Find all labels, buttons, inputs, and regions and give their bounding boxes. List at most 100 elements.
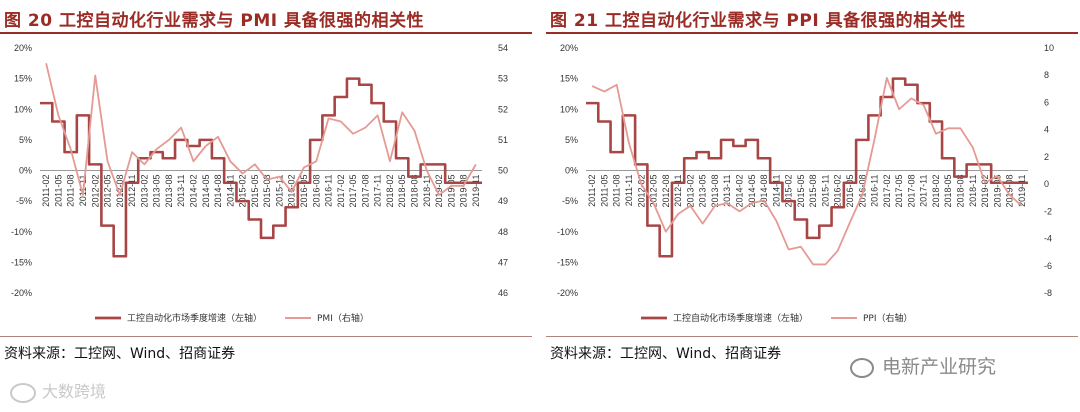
x-tick-label: 2018-05 — [943, 175, 953, 208]
y-left-tick-label: -15% — [11, 257, 32, 267]
y-left-tick-label: 10% — [14, 104, 32, 114]
y-left-tick-label: -20% — [557, 288, 578, 298]
y-left-tick-label: 20% — [14, 43, 32, 53]
x-tick-label: 2015-11 — [274, 175, 284, 207]
x-tick-label: 2012-02 — [90, 175, 100, 208]
x-tick-label: 2015-02 — [238, 174, 248, 207]
watermark-right: 电新产业研究 — [850, 352, 996, 379]
x-tick-label: 2016-02 — [833, 175, 843, 208]
y-right-tick-label: 4 — [1044, 125, 1049, 135]
source-rule — [546, 336, 1078, 337]
series-line-left — [40, 77, 482, 258]
x-tick-label: 2018-11 — [422, 175, 432, 207]
x-tick-label: 2014-08 — [213, 175, 223, 208]
legend-label: PPI（右轴） — [863, 312, 913, 324]
x-tick-label: 2013-02 — [139, 175, 149, 208]
legend-label: PMI（右轴） — [317, 312, 369, 324]
y-right-tick-label: -8 — [1044, 288, 1052, 298]
x-tick-label: 2015-08 — [808, 175, 818, 208]
y-left-tick-label: -5% — [16, 196, 32, 206]
x-tick-label: 2018-02 — [931, 175, 941, 208]
y-left-tick-label: 15% — [14, 74, 32, 84]
x-tick-label: 2011-05 — [599, 175, 609, 207]
series-line-left — [586, 77, 1028, 258]
y-left-tick-label: -15% — [557, 257, 578, 267]
x-tick-label: 2013-11 — [722, 175, 732, 207]
y-left-tick-label: 5% — [19, 135, 32, 145]
x-tick-label: 2011-05 — [53, 175, 63, 207]
x-tick-label: 2015-05 — [250, 175, 260, 208]
source-note: 资料来源：工控网、Wind、招商证券 — [4, 346, 236, 362]
x-tick-label: 2019-08 — [1005, 175, 1015, 208]
x-tick-label: 2018-11 — [968, 175, 978, 207]
x-tick-label: 2016-11 — [324, 175, 334, 207]
chart-title: 图 21 工控自动化行业需求与 PPI 具备很强的相关性 — [550, 11, 966, 31]
y-right-tick-label: 52 — [498, 104, 508, 114]
y-right-tick-label: -6 — [1044, 261, 1052, 271]
watermark-left-text: 大数跨境 — [42, 382, 107, 401]
y-left-tick-label: -10% — [11, 227, 32, 237]
x-tick-label: 2016-05 — [845, 175, 855, 208]
x-tick-label: 2013-02 — [685, 175, 695, 208]
x-tick-label: 2014-08 — [759, 175, 769, 208]
x-tick-label: 2018-05 — [397, 175, 407, 208]
x-tick-label: 2019-05 — [446, 175, 456, 208]
x-tick-label: 2017-05 — [894, 175, 904, 208]
x-tick-label: 2015-02 — [784, 174, 794, 207]
x-tick-label: 2019-05 — [992, 175, 1002, 208]
x-tick-label: 2014-02 — [188, 175, 198, 208]
x-tick-label: 2017-05 — [348, 175, 358, 208]
y-right-tick-label: 47 — [498, 257, 508, 267]
x-tick-label: 2014-05 — [201, 175, 211, 208]
y-right-tick-label: 49 — [498, 196, 508, 206]
source-rule — [0, 336, 532, 337]
x-tick-label: 2018-02 — [385, 175, 395, 208]
legend-label: 工控自动化市场季度增速（左轴） — [127, 312, 262, 324]
x-tick-label: 2017-02 — [882, 175, 892, 208]
x-tick-label: 2013-11 — [176, 175, 186, 207]
x-tick-label: 2013-08 — [164, 175, 174, 208]
x-tick-label: 2012-02 — [636, 175, 646, 208]
x-tick-label: 2011-11 — [624, 175, 634, 207]
x-tick-label: 2012-08 — [661, 175, 671, 208]
watermark-right-text: 电新产业研究 — [882, 356, 997, 378]
x-tick-label: 2016-05 — [299, 175, 309, 208]
y-right-tick-label: 54 — [498, 43, 508, 53]
y-right-tick-label: -4 — [1044, 234, 1052, 244]
y-left-tick-label: 5% — [565, 135, 578, 145]
y-right-tick-label: 8 — [1044, 70, 1049, 80]
x-tick-label: 2014-05 — [747, 175, 757, 208]
y-left-tick-label: 10% — [560, 104, 578, 114]
x-tick-label: 2017-08 — [906, 175, 916, 208]
x-tick-label: 2012-08 — [115, 175, 125, 208]
x-tick-label: 2017-08 — [360, 175, 370, 208]
x-tick-label: 2012-05 — [649, 175, 659, 208]
series-line-right — [591, 77, 1023, 266]
x-tick-label: 2012-05 — [103, 175, 113, 208]
wechat-icon — [850, 357, 874, 378]
series-line-right — [45, 63, 477, 196]
x-tick-label: 2011-08 — [612, 175, 622, 207]
y-right-tick-label: 10 — [1044, 43, 1054, 53]
y-right-tick-label: 2 — [1044, 152, 1049, 162]
x-tick-label: 2015-11 — [820, 175, 830, 207]
x-tick-label: 2011-08 — [66, 175, 76, 207]
y-left-tick-label: 15% — [560, 74, 578, 84]
x-tick-label: 2013-05 — [152, 175, 162, 208]
legend-label: 工控自动化市场季度增速（左轴） — [673, 312, 808, 324]
y-left-tick-label: -20% — [11, 288, 32, 298]
x-tick-label: 2018-08 — [409, 175, 419, 208]
x-tick-label: 2015-05 — [796, 175, 806, 208]
source-note: 资料来源：工控网、Wind、招商证券 — [550, 346, 782, 362]
x-tick-label: 2017-11 — [919, 175, 929, 207]
y-right-tick-label: 6 — [1044, 97, 1049, 107]
x-tick-label: 2019-02 — [434, 175, 444, 208]
ppi-chart: 20% 15% 10% 5% 0% -5% -10% -15% -20% 10 8 6 4 2 0 -2 -4 -… — [557, 43, 1054, 324]
title-rule — [0, 32, 532, 34]
y-left-tick-label: 0% — [19, 166, 32, 176]
y-left-tick-label: -10% — [557, 227, 578, 237]
x-tick-label: 2019-02 — [980, 175, 990, 208]
x-tick-label: 2017-11 — [373, 175, 383, 207]
y-left-tick-label: 0% — [565, 166, 578, 176]
x-tick-label: 2019-11 — [1017, 175, 1027, 207]
